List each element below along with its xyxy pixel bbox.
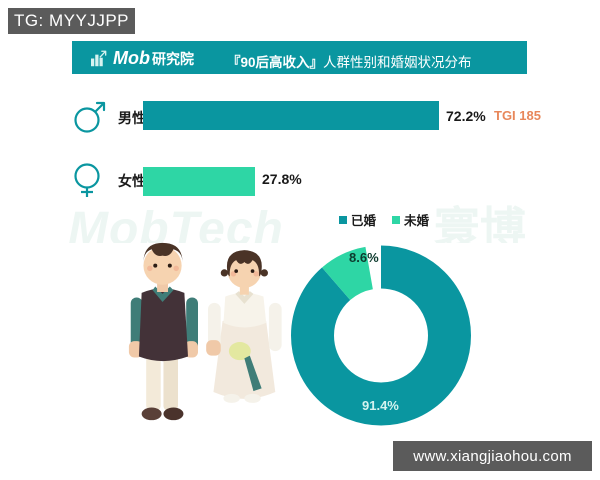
svg-text:8.6%: 8.6% — [349, 250, 379, 265]
svg-text:91.4%: 91.4% — [362, 398, 399, 413]
